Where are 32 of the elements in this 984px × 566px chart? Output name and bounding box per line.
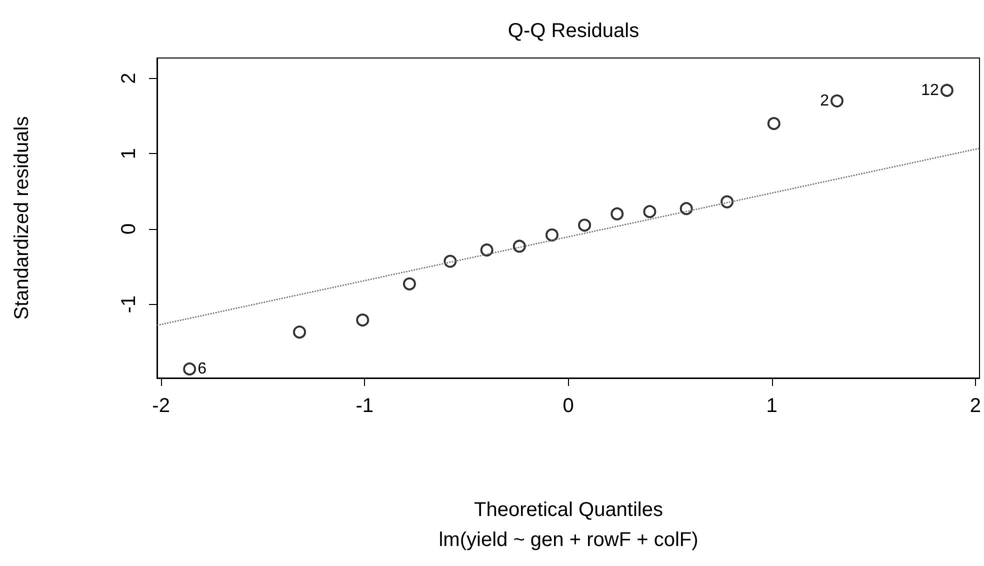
point (830, 94, 844, 108)
point (578, 218, 592, 232)
point (643, 205, 656, 218)
text: lm(yield ~ gen + rowF + colF) (438, 529, 698, 551)
point (610, 207, 624, 220)
point (680, 202, 693, 216)
point (545, 228, 558, 242)
point (940, 84, 954, 97)
chart-title: Q-Q Residuals (508, 20, 640, 42)
x-tick-label: 2 (970, 395, 981, 417)
y-axis-title: Standardized residuals (11, 116, 33, 320)
point (767, 117, 780, 130)
y-tick-label: 0 (118, 223, 140, 234)
x-tick-label: 0 (562, 395, 574, 417)
y-tick-label: -1 (118, 295, 140, 314)
point (720, 195, 734, 208)
point (444, 254, 457, 268)
y-tick-label: 2 (118, 72, 140, 84)
annotation: 2 (820, 92, 830, 110)
point (402, 277, 416, 290)
annotation: 6 (198, 360, 207, 378)
y-tick-label: 1 (118, 148, 140, 160)
point (183, 362, 196, 376)
x-axis-title: Theoretical Quantiles (474, 499, 663, 521)
point (512, 240, 526, 253)
x-tick-label: -1 (356, 395, 374, 417)
x-tick-label: 1 (766, 395, 778, 417)
annotation: 12 (921, 82, 940, 99)
point (480, 244, 494, 256)
x-tick-label: -2 (152, 395, 170, 417)
point (356, 314, 370, 327)
point (293, 326, 306, 339)
